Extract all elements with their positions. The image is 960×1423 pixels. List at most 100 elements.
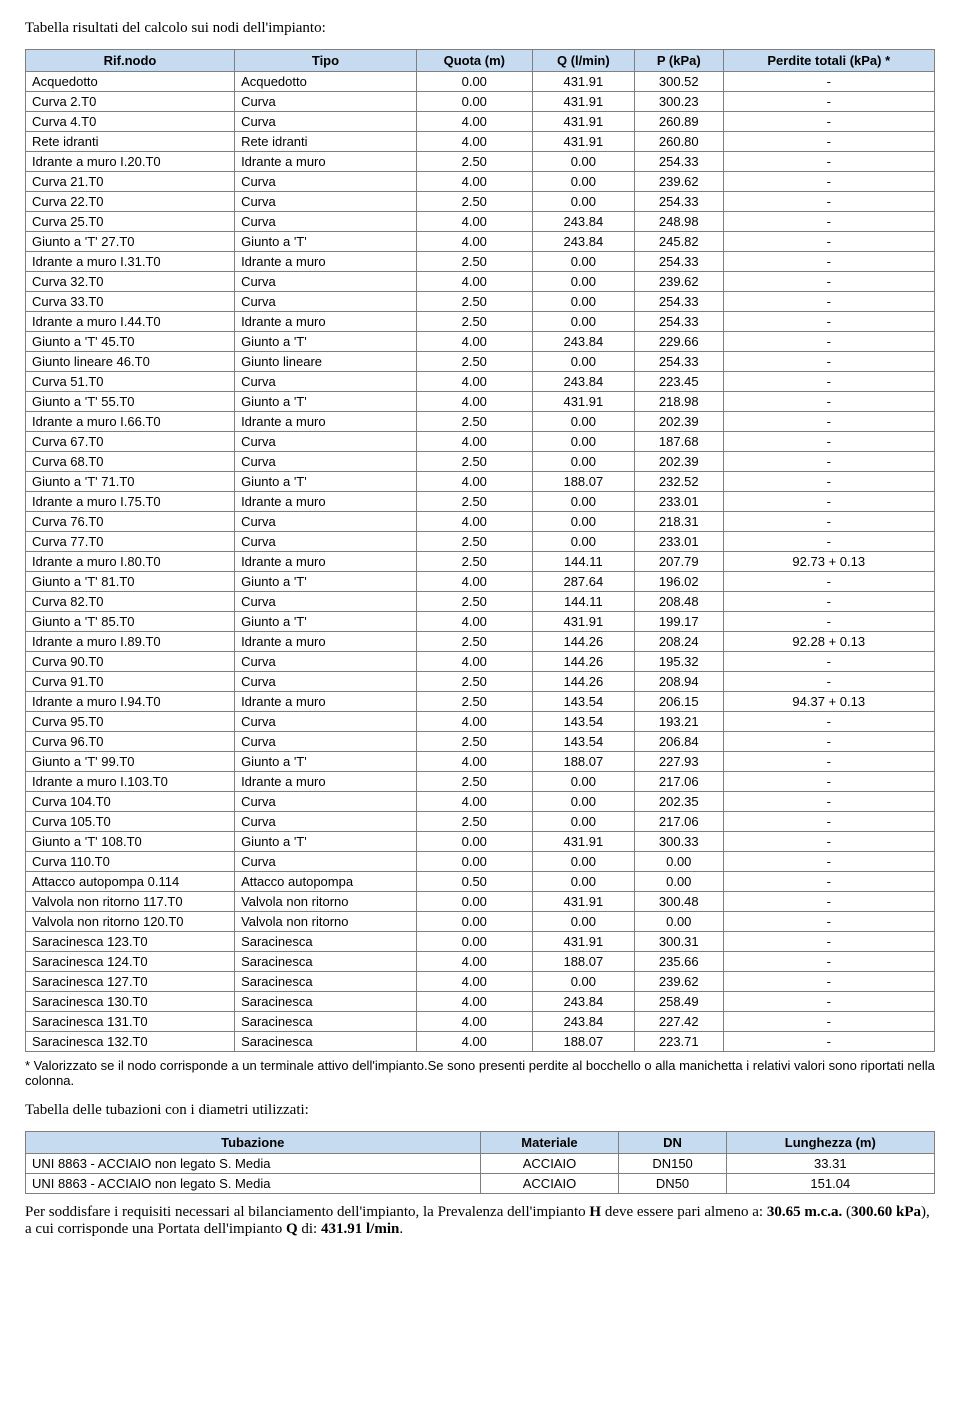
table-cell: 217.06 [635,772,724,792]
concl-Q: Q [286,1221,298,1237]
table-cell: Curva [235,172,417,192]
table-row: Curva 90.T0Curva4.00144.26195.32- [26,652,935,672]
table-cell: Curva [235,92,417,112]
table-cell: 0.00 [416,932,532,952]
table-cell: Curva [235,792,417,812]
table-cell: - [723,292,934,312]
table-cell: - [723,432,934,452]
table-cell: - [723,172,934,192]
table-cell: 202.39 [635,452,724,472]
table-cell: Giunto a 'T' [235,832,417,852]
table-row: Curva 91.T0Curva2.50144.26208.94- [26,672,935,692]
table-cell: 188.07 [532,1032,634,1052]
table-cell: Saracinesca 130.T0 [26,992,235,1012]
table-cell: Idrante a muro [235,632,417,652]
table-cell: 2.50 [416,192,532,212]
table-cell: 0.00 [532,432,634,452]
table-cell: 260.89 [635,112,724,132]
table-cell: Valvola non ritorno [235,912,417,932]
table-cell: Curva 77.T0 [26,532,235,552]
table-row: Giunto lineare 46.T0Giunto lineare2.500.… [26,352,935,372]
table-cell: Idrante a muro [235,692,417,712]
table-cell: 4.00 [416,652,532,672]
table-cell: 208.94 [635,672,724,692]
concl-text: deve essere pari almeno a: [601,1204,767,1220]
table-cell: 300.48 [635,892,724,912]
table-cell: Saracinesca [235,1032,417,1052]
table-cell: Curva 4.T0 [26,112,235,132]
table-cell: - [723,152,934,172]
table-cell: - [723,92,934,112]
table-cell: 2.50 [416,692,532,712]
table-cell: 0.00 [416,92,532,112]
table-cell: 218.31 [635,512,724,532]
table-cell: 2.50 [416,732,532,752]
table-row: UNI 8863 - ACCIAIO non legato S. MediaAC… [26,1154,935,1174]
table-cell: 0.00 [532,972,634,992]
table1-header: Q (l/min) [532,50,634,72]
table-cell: Curva 91.T0 [26,672,235,692]
table-cell: 254.33 [635,292,724,312]
table-cell: Giunto a 'T' 55.T0 [26,392,235,412]
table-cell: - [723,872,934,892]
table-cell: - [723,732,934,752]
table-cell: 0.00 [532,872,634,892]
table-cell: - [723,192,934,212]
table-cell: - [723,352,934,372]
table-row: Giunto a 'T' 81.T0Giunto a 'T'4.00287.64… [26,572,935,592]
table-cell: Curva [235,592,417,612]
table-cell: - [723,532,934,552]
table-cell: 2.50 [416,672,532,692]
table-cell: - [723,492,934,512]
table-cell: 4.00 [416,572,532,592]
table-cell: Saracinesca 123.T0 [26,932,235,952]
table-cell: 202.35 [635,792,724,812]
table-cell: 92.28 + 0.13 [723,632,934,652]
table-cell: DN150 [619,1154,726,1174]
table-cell: 227.42 [635,1012,724,1032]
table-cell: 4.00 [416,472,532,492]
table-cell: 4.00 [416,232,532,252]
table-cell: Curva [235,212,417,232]
table-row: Saracinesca 132.T0Saracinesca4.00188.072… [26,1032,935,1052]
table-cell: UNI 8863 - ACCIAIO non legato S. Media [26,1174,481,1194]
table-cell: 0.00 [635,872,724,892]
table-cell: - [723,772,934,792]
results-table: Rif.nodoTipoQuota (m)Q (l/min)P (kPa)Per… [25,49,935,1052]
table-cell: 258.49 [635,992,724,1012]
table-cell: 431.91 [532,832,634,852]
table-row: Valvola non ritorno 120.T0Valvola non ri… [26,912,935,932]
table-cell: Idrante a muro I.75.T0 [26,492,235,512]
table-cell: 0.00 [532,152,634,172]
table-cell: 4.00 [416,792,532,812]
table-cell: Curva 104.T0 [26,792,235,812]
table-cell: 2.50 [416,812,532,832]
table-cell: Giunto a 'T' [235,612,417,632]
table-cell: 223.71 [635,1032,724,1052]
table-cell: 2.50 [416,492,532,512]
table-cell: - [723,412,934,432]
table-row: Curva 68.T0Curva2.500.00202.39- [26,452,935,472]
table-row: Curva 67.T0Curva4.000.00187.68- [26,432,935,452]
table-cell: Curva 76.T0 [26,512,235,532]
table-cell: 206.15 [635,692,724,712]
table-cell: 4.00 [416,952,532,972]
table-cell: 431.91 [532,132,634,152]
table-cell: 4.00 [416,992,532,1012]
table-cell: Giunto a 'T' 85.T0 [26,612,235,632]
table-cell: 2.50 [416,772,532,792]
table-cell: 0.00 [532,852,634,872]
table-cell: 4.00 [416,712,532,732]
table-row: Curva 105.T0Curva2.500.00217.06- [26,812,935,832]
table-cell: Saracinesca [235,1012,417,1032]
table-cell: Attacco autopompa 0.114 [26,872,235,892]
table-cell: Giunto a 'T' 108.T0 [26,832,235,852]
table-cell: Saracinesca [235,992,417,1012]
table-cell: Giunto a 'T' 81.T0 [26,572,235,592]
table-cell: - [723,812,934,832]
table-cell: 206.84 [635,732,724,752]
concl-text: di: [298,1221,321,1237]
table-cell: Saracinesca 131.T0 [26,1012,235,1032]
table-cell: 188.07 [532,952,634,972]
table-cell: - [723,212,934,232]
